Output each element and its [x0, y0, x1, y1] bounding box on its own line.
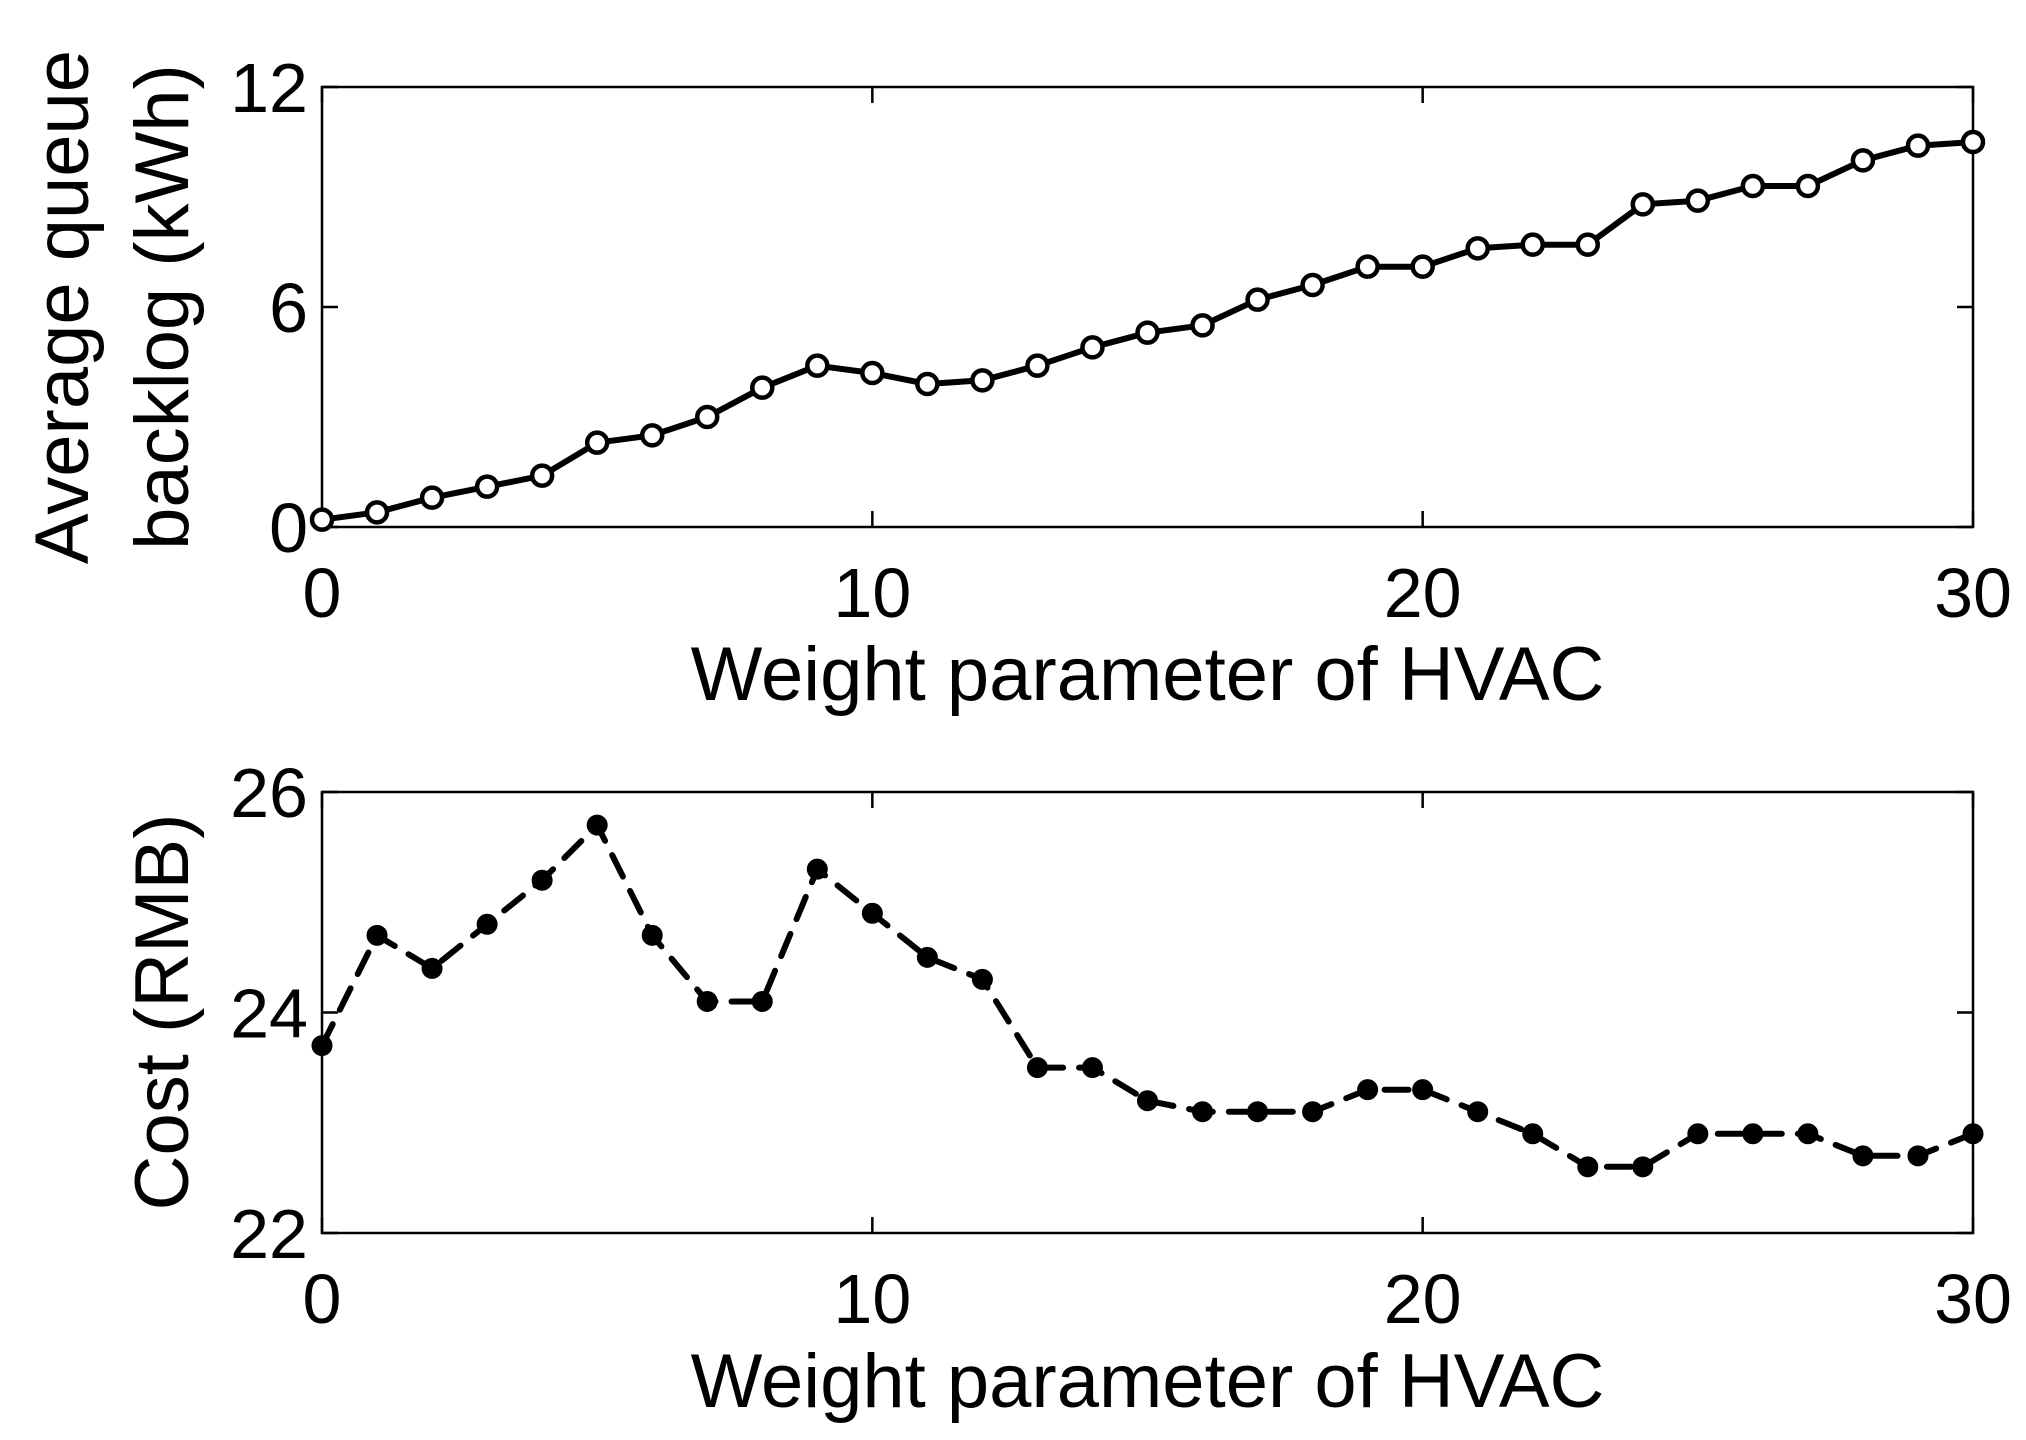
queue-y-tick-label: 6	[269, 269, 308, 347]
cost-data-point	[1577, 1156, 1599, 1178]
queue-data-point	[970, 368, 995, 393]
queue-x-tick-label: 20	[1384, 554, 1462, 632]
queue-data-point	[1245, 287, 1270, 312]
cost-data-point	[1192, 1101, 1214, 1123]
queue-x-axis-label: Weight parameter of HVAC	[691, 632, 1605, 717]
queue-data-point	[750, 375, 775, 400]
cost-data-point	[1797, 1123, 1819, 1145]
cost-data-point	[531, 869, 553, 891]
cost-data-point	[1302, 1101, 1324, 1123]
queue-data-point	[1355, 254, 1380, 279]
queue-data-point	[1410, 254, 1435, 279]
queue-backlog-panel: 0 10 20 30 0 6 12 Weight parameter of HVAC Avera…	[20, 49, 2012, 717]
cost-data-point	[1632, 1156, 1654, 1178]
queue-x-tick-label: 30	[1934, 554, 2012, 632]
queue-data-point	[1190, 313, 1215, 338]
queue-data-point	[1685, 188, 1711, 213]
queue-data-point	[1465, 236, 1490, 261]
cost-x-axis-label: Weight parameter of HVAC	[691, 1339, 1605, 1424]
cost-y-tick-label: 26	[230, 754, 308, 832]
cost-data-point	[366, 924, 388, 946]
queue-data-point	[529, 463, 555, 488]
queue-data-point	[1960, 129, 1986, 155]
cost-panel: 0 10 20 30 22 24 26 Weight parameter of HVAC Cos…	[120, 754, 2012, 1424]
cost-data-point	[421, 957, 443, 979]
queue-y-axis-label: Average queue	[20, 50, 105, 564]
cost-data-point	[751, 990, 773, 1012]
cost-data-point	[1026, 1057, 1048, 1079]
cost-data-point	[1687, 1123, 1709, 1145]
cost-data-point	[476, 913, 498, 935]
queue-data-point	[1135, 320, 1160, 345]
queue-data-point	[584, 430, 610, 455]
cost-data-point	[1852, 1145, 1874, 1167]
queue-x-tick-label: 0	[303, 554, 342, 632]
cost-data-point	[696, 990, 718, 1012]
cost-y-tick-label: 22	[230, 1195, 308, 1273]
cost-data-point	[916, 946, 938, 968]
cost-data-point	[861, 902, 883, 924]
cost-data-point	[1522, 1123, 1544, 1145]
queue-data-point	[1575, 232, 1601, 257]
cost-data-point	[1357, 1079, 1379, 1101]
queue-data-point	[419, 485, 445, 510]
cost-data-point	[1962, 1123, 1984, 1145]
queue-data-point	[1080, 335, 1105, 360]
queue-data-point	[1520, 232, 1545, 257]
cost-data-point	[641, 924, 663, 946]
queue-data-point	[860, 360, 885, 386]
cost-data-point	[1742, 1123, 1764, 1145]
queue-data-point	[474, 474, 500, 499]
queue-data-point	[1300, 272, 1325, 298]
cost-data-point	[1412, 1079, 1434, 1101]
queue-y-axis-label: backlog (kWh)	[120, 64, 205, 550]
queue-data-point	[694, 404, 720, 430]
queue-y-tick-label: 0	[269, 489, 308, 567]
queue-data-point	[364, 500, 390, 525]
cost-y-tick-label: 24	[230, 975, 308, 1053]
queue-data-point	[1025, 353, 1050, 378]
queue-data-point	[639, 423, 665, 448]
queue-data-point	[1850, 148, 1876, 173]
queue-data-point	[1795, 173, 1821, 199]
cost-data-point	[806, 858, 828, 880]
queue-data-point	[1740, 173, 1766, 199]
queue-data-point	[915, 371, 940, 397]
cost-data-point	[1137, 1090, 1158, 1112]
cost-data-point	[971, 968, 993, 990]
cost-data-point	[1907, 1145, 1929, 1167]
queue-data-point	[805, 353, 830, 378]
queue-data-point	[1905, 133, 1931, 158]
cost-y-axis-label: Cost (RMB)	[120, 814, 205, 1211]
cost-data-point	[586, 814, 608, 836]
queue-x-tick-label: 10	[833, 554, 911, 632]
queue-data-point	[1630, 192, 1656, 217]
cost-x-tick-label: 20	[1384, 1260, 1462, 1338]
cost-x-tick-label: 10	[833, 1260, 911, 1338]
cost-x-tick-label: 0	[303, 1260, 342, 1338]
cost-data-point	[1247, 1101, 1269, 1123]
cost-x-tick-label: 30	[1934, 1260, 2012, 1338]
cost-data-point	[1081, 1057, 1103, 1079]
queue-data-point	[309, 507, 335, 532]
cost-data-point	[1467, 1101, 1489, 1123]
queue-y-tick-label: 12	[230, 49, 308, 127]
cost-data-point	[311, 1035, 333, 1057]
